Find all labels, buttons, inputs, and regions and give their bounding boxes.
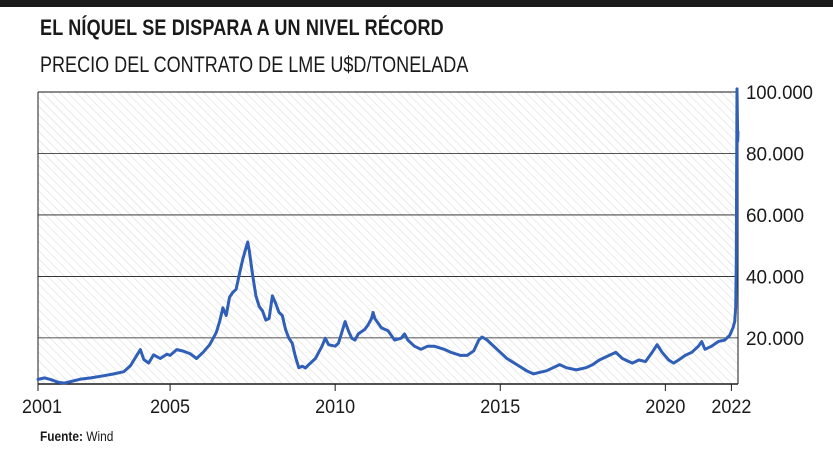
plot-background (38, 92, 738, 383)
x-tick-label: 2020 (645, 397, 685, 418)
source-value: Wind (86, 428, 114, 444)
y-tick-label: 20.000 (746, 329, 804, 350)
y-tick-label: 100.000 (746, 83, 813, 104)
series-group (36, 87, 740, 385)
y-axis-ticks: 20.000 40.000 60.000 80.000 100.000 (746, 83, 813, 350)
top-rule (0, 0, 833, 7)
source-label: Fuente: (40, 428, 83, 444)
line-chart: 2001 2005 2010 2015 2020 2022 20.000 40.000 60.… (22, 83, 813, 418)
x-tick-label: 2001 (22, 397, 62, 418)
x-tick-label: 2005 (150, 397, 190, 418)
y-tick-label: 80.000 (746, 144, 804, 165)
chart-subtitle: PRECIO DEL CONTRATO DE LME U$D/TONELADA (40, 52, 469, 77)
series-line (36, 87, 740, 385)
x-axis-ticks: 2001 2005 2010 2015 2020 2022 (22, 384, 751, 418)
y-tick-label: 40.000 (746, 267, 804, 288)
x-tick-label: 2015 (480, 397, 520, 418)
source-note: Fuente: Wind (40, 428, 113, 444)
x-tick-label: 2010 (315, 397, 355, 418)
y-tick-label: 60.000 (746, 206, 804, 227)
x-tick-label: 2022 (711, 397, 751, 418)
chart-title: EL NÍQUEL SE DISPARA A UN NIVEL RÉCORD (40, 15, 444, 40)
